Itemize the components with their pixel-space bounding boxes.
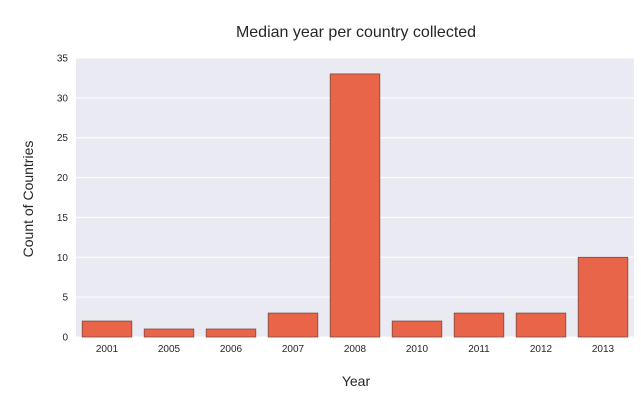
x-tick-label: 2013	[592, 344, 615, 355]
chart-title: Median year per country collected	[236, 24, 476, 41]
y-axis-ticks: 0 5 10 15 20 25 30 35	[57, 54, 69, 344]
x-tick-label: 2008	[344, 344, 367, 355]
x-tick-label: 2006	[220, 344, 243, 355]
y-tick-label: 5	[62, 293, 68, 304]
bar-2012	[515, 312, 567, 338]
bar-2007	[267, 312, 319, 338]
x-axis-label: Year	[342, 373, 371, 389]
x-tick-label: 2012	[530, 344, 553, 355]
y-tick-label: 30	[57, 93, 69, 104]
y-tick-label: 35	[57, 54, 69, 65]
bar-2001	[81, 320, 133, 338]
bar-2008	[329, 73, 381, 338]
x-tick-label: 2010	[406, 344, 429, 355]
bar-2010	[391, 320, 443, 338]
bar-2011	[453, 312, 505, 338]
bars	[81, 73, 629, 338]
x-tick-label: 2005	[158, 344, 181, 355]
x-tick-label: 2001	[96, 344, 119, 355]
y-tick-label: 15	[57, 213, 69, 224]
y-tick-label: 25	[57, 133, 69, 144]
x-tick-label: 2007	[282, 344, 305, 355]
y-tick-label: 10	[57, 253, 69, 264]
x-axis-ticks: 2001 2005 2006 2007 2008 2010 2011 2012 2013	[96, 344, 615, 355]
bar-2005	[143, 328, 195, 338]
bar-2013	[577, 256, 629, 338]
y-tick-label: 20	[57, 173, 69, 184]
bar-2006	[205, 328, 257, 338]
x-tick-label: 2011	[468, 344, 490, 355]
y-axis-label: Count of Countries	[20, 141, 36, 258]
y-tick-label: 0	[62, 333, 68, 344]
